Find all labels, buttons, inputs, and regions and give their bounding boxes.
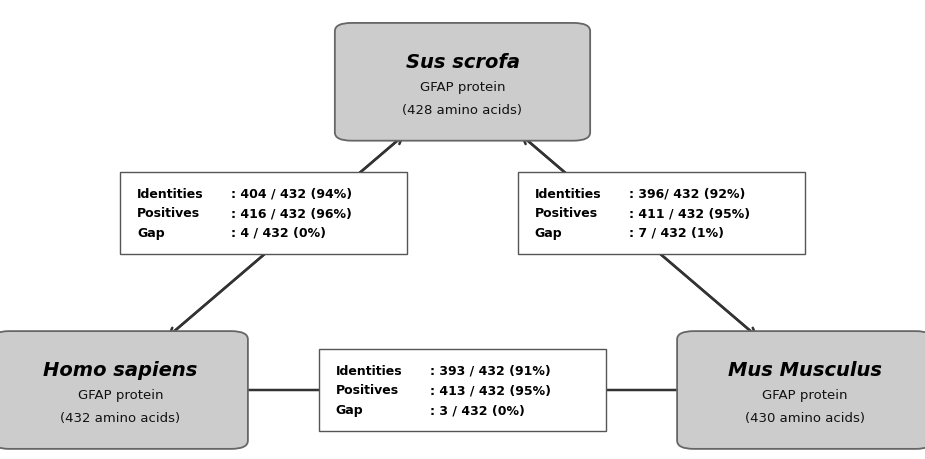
Text: GFAP protein: GFAP protein [420,81,505,94]
Text: (430 amino acids): (430 amino acids) [745,411,865,424]
Text: : 416 / 432 (96%): : 416 / 432 (96%) [231,207,352,220]
FancyBboxPatch shape [335,24,590,141]
FancyBboxPatch shape [120,172,407,255]
Text: : 393 / 432 (91%): : 393 / 432 (91%) [430,364,551,377]
Text: Gap: Gap [535,226,562,240]
Text: : 413 / 432 (95%): : 413 / 432 (95%) [430,384,551,397]
Text: Identities: Identities [535,187,601,201]
Text: GFAP protein: GFAP protein [78,388,163,401]
Text: Identities: Identities [336,364,402,377]
Text: : 4 / 432 (0%): : 4 / 432 (0%) [231,226,327,240]
FancyBboxPatch shape [0,331,248,449]
Text: (432 amino acids): (432 amino acids) [60,411,180,424]
FancyBboxPatch shape [518,172,805,255]
Text: : 396/ 432 (92%): : 396/ 432 (92%) [629,187,746,201]
Text: : 411 / 432 (95%): : 411 / 432 (95%) [629,207,750,220]
FancyBboxPatch shape [319,349,606,431]
FancyBboxPatch shape [677,331,925,449]
Text: : 3 / 432 (0%): : 3 / 432 (0%) [430,403,525,416]
Text: (428 amino acids): (428 amino acids) [402,104,523,117]
Text: : 7 / 432 (1%): : 7 / 432 (1%) [629,226,724,240]
Text: Sus scrofa: Sus scrofa [405,52,520,72]
Text: : 404 / 432 (94%): : 404 / 432 (94%) [231,187,352,201]
Text: Positives: Positives [336,384,399,397]
Text: Mus Musculus: Mus Musculus [728,360,882,379]
Text: Identities: Identities [137,187,204,201]
Text: GFAP protein: GFAP protein [762,388,847,401]
Text: Positives: Positives [137,207,200,220]
Text: Positives: Positives [535,207,598,220]
Text: Gap: Gap [137,226,165,240]
Text: Gap: Gap [336,403,364,416]
Text: Homo sapiens: Homo sapiens [43,360,197,379]
